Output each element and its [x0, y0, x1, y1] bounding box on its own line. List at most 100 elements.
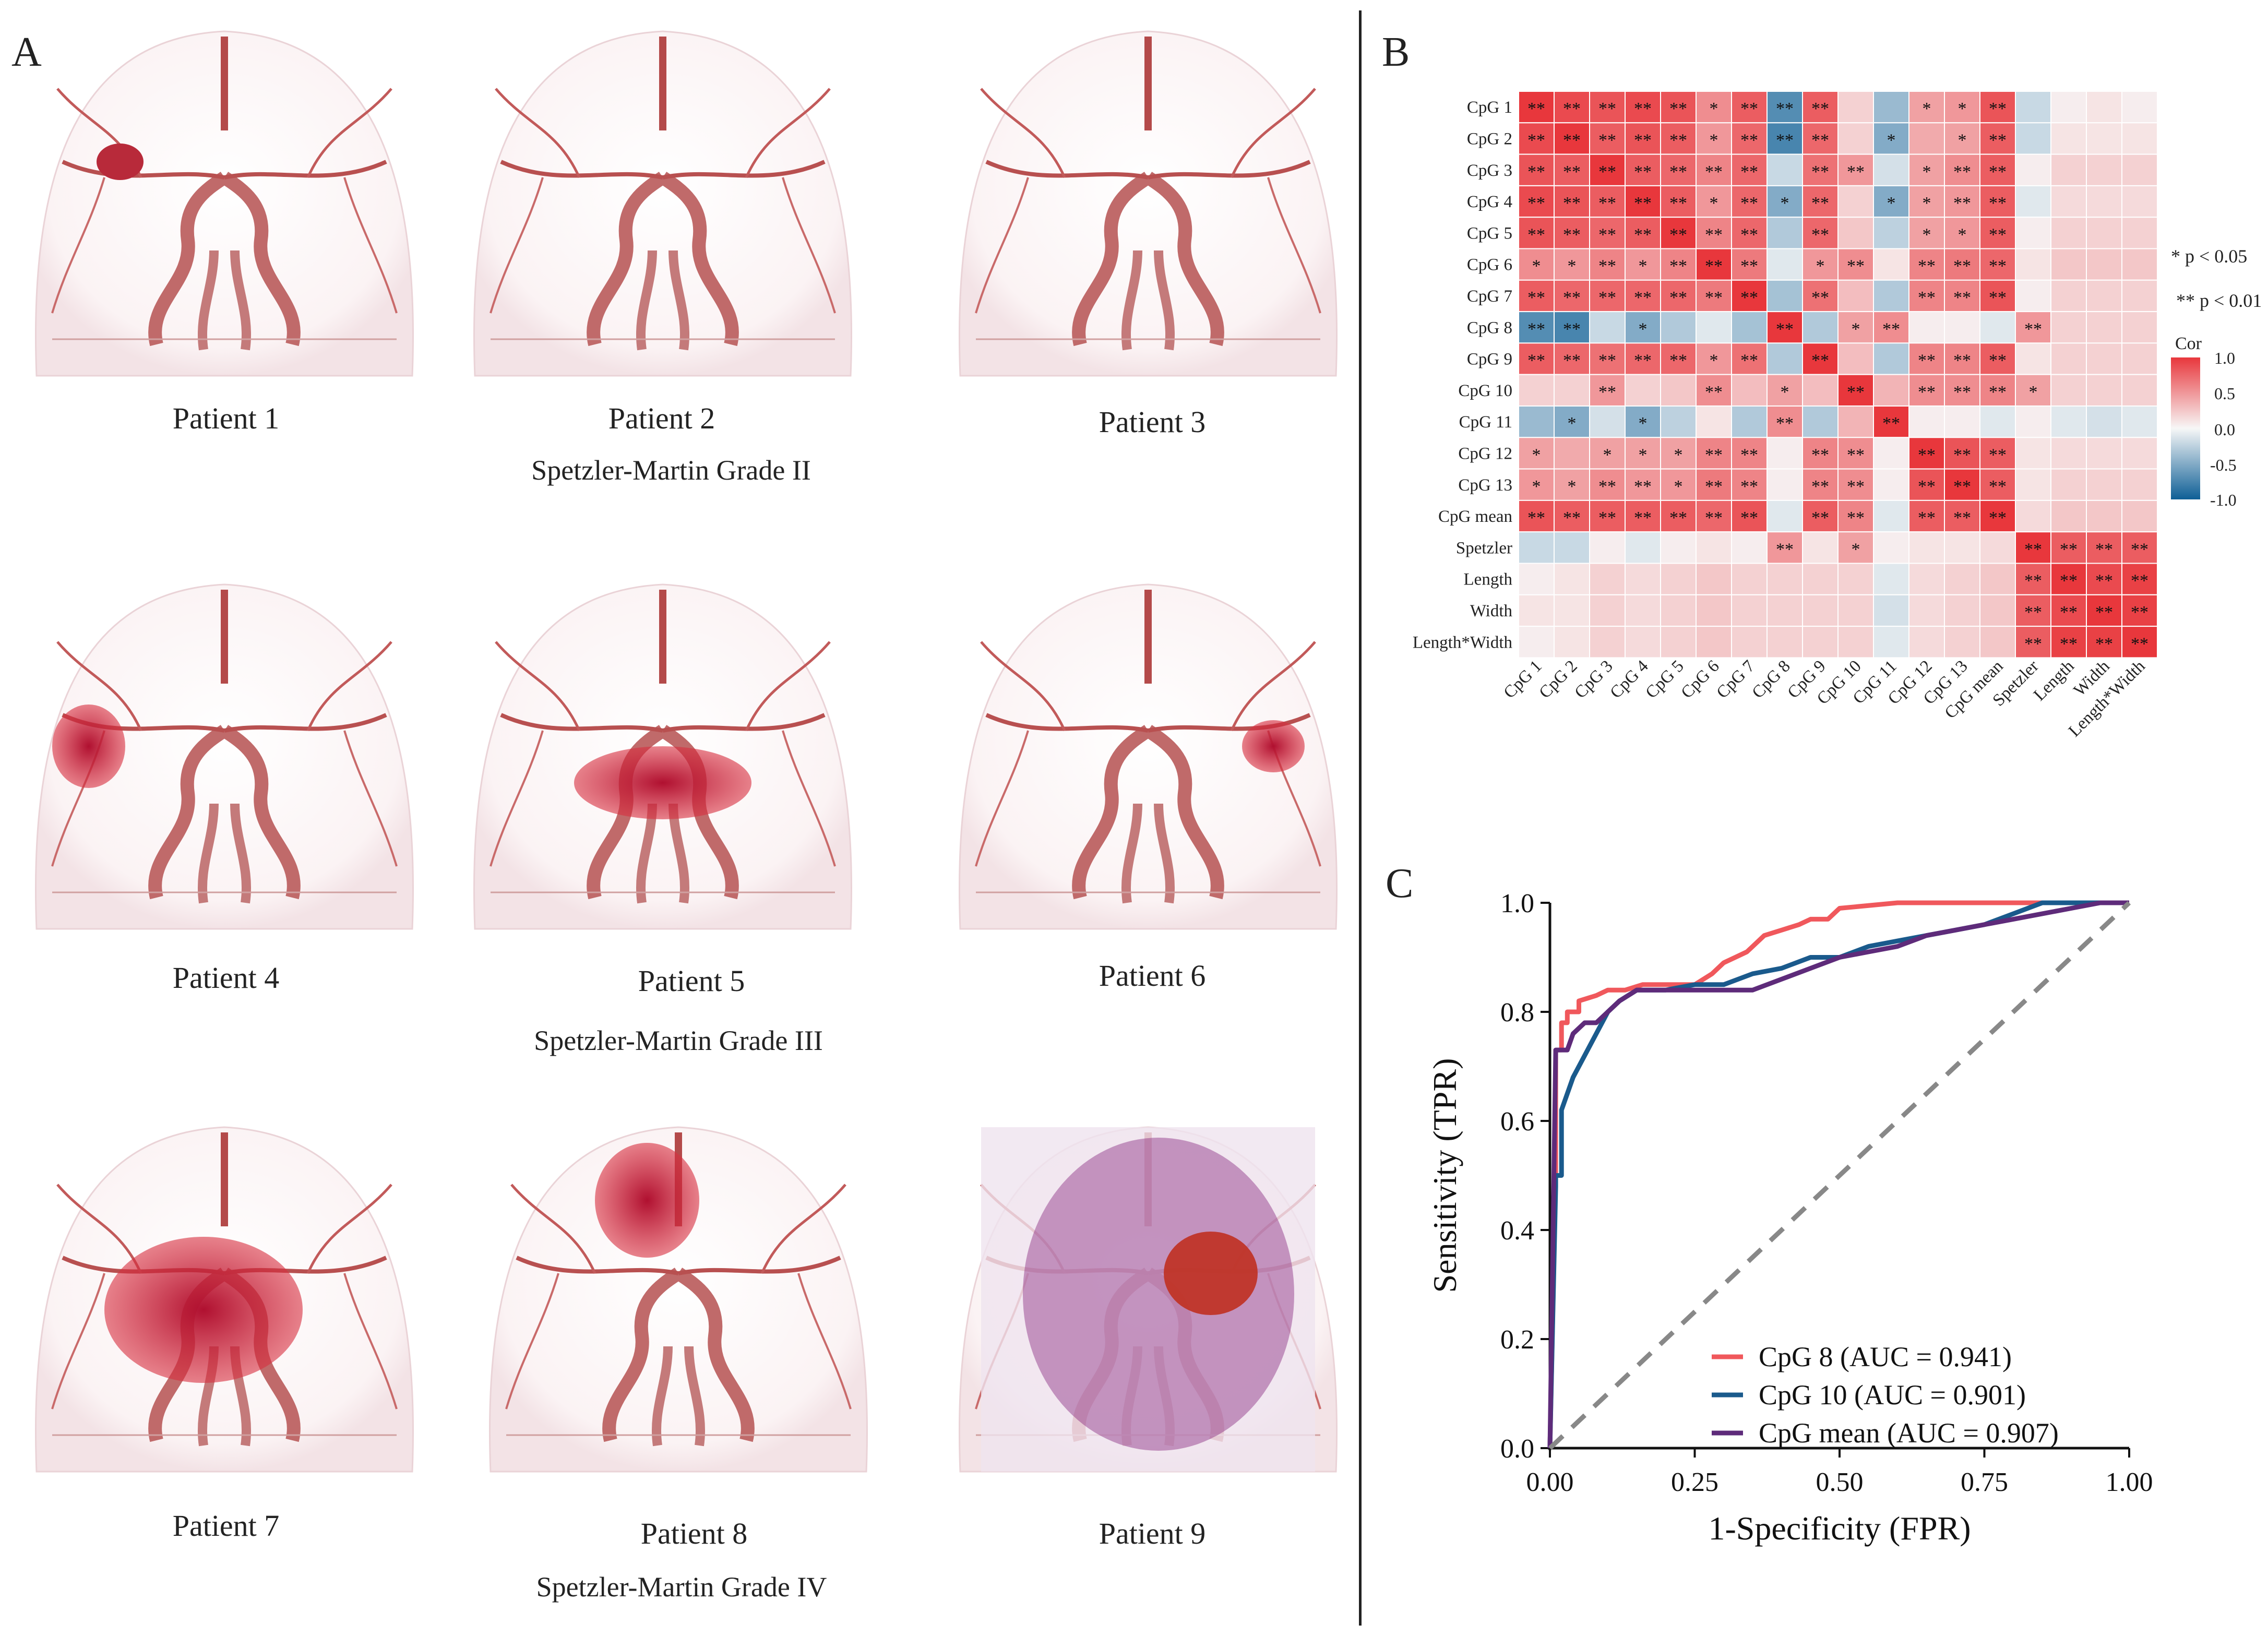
heatmap-star-11-3: * — [1639, 445, 1648, 464]
heatmap-cell-17-4 — [1660, 626, 1697, 659]
heatmap-cell-10-0 — [1518, 405, 1555, 438]
heatmap-star-10-3: * — [1639, 414, 1648, 433]
heatmap-star-12-3: ** — [1634, 477, 1652, 496]
heatmap-cell-8-7 — [1766, 342, 1803, 375]
heatmap-cell-6-7 — [1766, 279, 1803, 313]
heatmap-star-6-3: ** — [1634, 288, 1652, 307]
heatmap-cell-7-8 — [1802, 311, 1839, 344]
colorbar-tick-0: 0.0 — [2214, 420, 2235, 439]
heatmap-row-label-12: CpG 13 — [1458, 476, 1512, 495]
heatmap-cell-8-2 — [1589, 342, 1626, 375]
heatmap-cell-9-12 — [1944, 374, 1980, 407]
heatmap-cell-2-13 — [1979, 153, 2016, 186]
colorbar-gradient — [2171, 357, 2200, 499]
heatmap-star-2-12: ** — [1953, 162, 1971, 182]
heatmap-cell-3-0 — [1518, 185, 1555, 218]
heatmap-cell-14-17 — [2121, 531, 2158, 564]
heatmap-cell-4-9 — [1837, 217, 1874, 249]
heatmap-star-2-2: ** — [1598, 162, 1616, 182]
heatmap-star-5-12: ** — [1953, 257, 1971, 276]
heatmap-star-5-9: ** — [1847, 257, 1865, 276]
heatmap-star-13-1: ** — [1563, 508, 1581, 528]
heatmap-star-8-8: ** — [1811, 351, 1829, 371]
heatmap-star-10-7: ** — [1776, 414, 1794, 433]
heatmap-cell-12-9 — [1837, 468, 1874, 501]
heatmap-cell-2-10 — [1873, 153, 1909, 186]
heatmap-cell-0-15 — [2050, 91, 2087, 124]
heatmap-cell-1-0 — [1518, 122, 1555, 155]
heatmap-star-6-0: ** — [1527, 288, 1545, 307]
heatmap-cell-11-16 — [2086, 437, 2122, 470]
heatmap-star-12-8: ** — [1811, 477, 1829, 496]
heatmap-cell-0-10 — [1873, 91, 1909, 124]
heatmap-star-9-7: * — [1781, 383, 1789, 402]
panel-b-letter: B — [1382, 29, 1410, 75]
heatmap-cell-1-12 — [1944, 122, 1980, 155]
heatmap-row-label-0: CpG 1 — [1467, 98, 1512, 117]
heatmap-cell-8-17 — [2121, 342, 2158, 375]
heatmap-cell-14-5 — [1696, 531, 1732, 564]
heatmap-star-13-9: ** — [1847, 508, 1865, 528]
heatmap-cell-2-8 — [1802, 153, 1839, 186]
heatmap-cell-11-12 — [1944, 437, 1980, 470]
heatmap-col-label-3: CpG 4 — [1607, 657, 1652, 702]
heatmap-cell-15-13 — [1979, 563, 2016, 595]
patient-4-label: Patient 4 — [172, 961, 280, 995]
heatmap-star-14-9: * — [1852, 540, 1860, 559]
heatmap-cell-7-2 — [1589, 311, 1626, 344]
heatmap-col-label-6: CpG 7 — [1713, 657, 1759, 702]
heatmap-cell-15-15 — [2050, 563, 2087, 595]
heatmap-cell-16-12 — [1944, 594, 1980, 627]
heatmap-star-0-6: ** — [1740, 99, 1758, 118]
heatmap-cell-8-11 — [1908, 342, 1945, 375]
heatmap-cell-5-14 — [2015, 248, 2051, 281]
heatmap-cell-7-6 — [1731, 311, 1768, 344]
heatmap-cell-5-8 — [1802, 248, 1839, 281]
heatmap-star-4-11: * — [1923, 225, 1931, 244]
heatmap-cell-15-16 — [2086, 563, 2122, 595]
heatmap-cell-6-15 — [2050, 279, 2087, 313]
heatmap-cell-2-2 — [1589, 153, 1626, 186]
heatmap-cell-4-15 — [2050, 217, 2087, 249]
heatmap-star-5-3: * — [1639, 257, 1648, 276]
heatmap-cell-11-9 — [1837, 437, 1874, 470]
heatmap-cell-9-3 — [1625, 374, 1661, 407]
legend-label-0: CpG 8 (AUC = 0.941) — [1759, 1341, 2012, 1372]
heatmap-cell-12-10 — [1873, 468, 1909, 501]
roc-reference-line — [1548, 901, 2131, 1450]
heatmap-star-7-7: ** — [1776, 319, 1794, 339]
heatmap-cell-17-5 — [1696, 626, 1732, 659]
roc-line-series-2 — [1547, 900, 2129, 1449]
heatmap-cell-3-5 — [1696, 185, 1732, 218]
heatmap-cell-6-6 — [1731, 279, 1768, 313]
heatmap-cell-8-6 — [1731, 342, 1768, 375]
heatmap-cell-10-17 — [2121, 405, 2158, 438]
heatmap-cell-0-9 — [1837, 91, 1874, 124]
heatmap-row-label-11: CpG 12 — [1458, 444, 1512, 463]
heatmap-row-label-4: CpG 5 — [1467, 224, 1512, 243]
heatmap-cell-14-0 — [1518, 531, 1555, 564]
heatmap-cell-2-7 — [1766, 153, 1803, 186]
heatmap-col-label-2: CpG 3 — [1571, 657, 1617, 702]
heatmap-cell-4-17 — [2121, 217, 2158, 249]
heatmap-cell-6-1 — [1554, 279, 1590, 313]
heatmap-cell-14-8 — [1802, 531, 1839, 564]
heatmap-cell-4-5 — [1696, 217, 1732, 249]
heatmap-star-10-1: * — [1568, 414, 1577, 433]
heatmap-star-17-17: ** — [2131, 634, 2148, 653]
heatmap-cell-7-15 — [2050, 311, 2087, 344]
y-tick-label-4: 0.8 — [1500, 998, 1534, 1028]
heatmap-star-13-8: ** — [1811, 508, 1829, 528]
heatmap-cell-0-17 — [2121, 91, 2158, 124]
heatmap-cell-15-7 — [1766, 563, 1803, 595]
heatmap-star-7-14: ** — [2024, 319, 2042, 339]
heatmap-cell-10-14 — [2015, 405, 2051, 438]
heatmap-cell-17-10 — [1873, 626, 1909, 659]
heatmap-cell-12-12 — [1944, 468, 1980, 501]
heatmap-row-label-8: CpG 9 — [1467, 350, 1512, 369]
heatmap-cell-11-1 — [1554, 437, 1590, 470]
heatmap-cell-10-5 — [1696, 405, 1732, 438]
angiogram-patient-8 — [489, 1127, 868, 1473]
heatmap-cell-14-3 — [1625, 531, 1661, 564]
heatmap-star-7-9: * — [1852, 319, 1860, 339]
